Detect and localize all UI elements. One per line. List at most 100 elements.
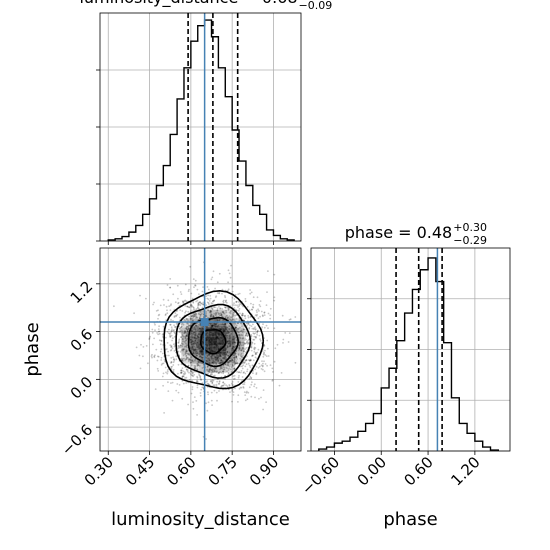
- scatter-point: [241, 365, 244, 368]
- scatter-point: [265, 401, 267, 403]
- scatter-point: [237, 376, 240, 379]
- scatter-point: [177, 330, 180, 333]
- scatter-point: [216, 307, 219, 310]
- scatter-point: [175, 314, 178, 317]
- scatter-point: [253, 327, 255, 330]
- scatter-point: [276, 343, 279, 346]
- scatter-point: [218, 362, 221, 365]
- scatter-point: [231, 388, 234, 391]
- scatter-point: [241, 314, 244, 317]
- scatter-point: [242, 344, 245, 346]
- scatter-point: [215, 295, 218, 297]
- scatter-point: [185, 310, 187, 313]
- scatter-point: [173, 316, 176, 318]
- scatter-point: [179, 309, 182, 311]
- scatter-point: [232, 391, 235, 393]
- scatter-point: [214, 374, 216, 377]
- scatter-point: [227, 361, 230, 363]
- scatter-point: [213, 313, 216, 315]
- scatter-point: [206, 368, 209, 371]
- scatter-point: [231, 400, 233, 403]
- scatter-point: [222, 381, 225, 384]
- scatter-point: [242, 350, 245, 353]
- scatter-point: [139, 367, 142, 370]
- scatter-point: [263, 311, 266, 314]
- scatter-point: [233, 374, 236, 377]
- scatter-point: [196, 363, 199, 366]
- scatter-point: [193, 365, 196, 367]
- scatter-point: [193, 286, 195, 289]
- scatter-point: [282, 338, 285, 341]
- scatter-point: [256, 351, 259, 354]
- truth-marker: [200, 318, 209, 327]
- scatter-point: [189, 361, 192, 364]
- scatter-point: [171, 337, 174, 339]
- scatter-point: [238, 305, 241, 307]
- scatter-point: [181, 359, 184, 362]
- scatter-point: [219, 362, 222, 364]
- scatter-point: [246, 341, 249, 344]
- scatter-point: [232, 346, 234, 349]
- density-cell: [181, 327, 191, 337]
- scatter-point: [205, 314, 207, 317]
- scatter-point: [184, 331, 187, 333]
- scatter-point: [228, 311, 231, 314]
- scatter-point: [154, 323, 156, 326]
- scatter-point: [167, 332, 170, 334]
- scatter-point: [177, 302, 179, 305]
- scatter-point: [184, 372, 187, 375]
- x-axis-label-phase: phase: [383, 509, 437, 530]
- scatter-point: [235, 360, 238, 362]
- scatter-point: [216, 281, 219, 284]
- scatter-point: [224, 322, 227, 325]
- scatter-point: [218, 382, 221, 385]
- scatter-point: [181, 367, 184, 370]
- scatter-point: [177, 347, 180, 349]
- scatter-point: [211, 307, 214, 310]
- scatter-point: [191, 330, 194, 332]
- scatter-point: [190, 304, 193, 306]
- scatter-point: [231, 384, 234, 387]
- scatter-point: [181, 333, 184, 336]
- scatter-point: [243, 328, 246, 331]
- scatter-point: [184, 337, 187, 339]
- density-cell: [208, 336, 218, 346]
- scatter-point: [209, 367, 212, 370]
- scatter-point: [190, 315, 192, 317]
- scatter-point: [213, 370, 216, 373]
- scatter-point: [172, 293, 175, 296]
- scatter-point: [195, 334, 197, 337]
- scatter-point: [177, 301, 180, 304]
- scatter-point: [235, 355, 238, 358]
- scatter-point: [227, 307, 230, 310]
- scatter-point: [237, 309, 240, 312]
- scatter-point: [214, 314, 217, 317]
- scatter-point: [263, 314, 266, 316]
- scatter-point: [196, 375, 199, 378]
- scatter-point: [179, 346, 182, 349]
- scatter-point: [240, 330, 242, 333]
- scatter-point: [231, 382, 233, 385]
- scatter-point: [217, 357, 219, 360]
- scatter-point: [226, 331, 229, 334]
- scatter-point: [180, 325, 183, 328]
- scatter-point: [244, 331, 247, 334]
- scatter-point: [227, 354, 229, 357]
- scatter-point: [265, 355, 268, 357]
- scatter-point: [235, 355, 238, 357]
- scatter-point: [193, 348, 196, 351]
- scatter-point: [194, 351, 197, 353]
- scatter-point: [183, 345, 186, 348]
- scatter-point: [262, 362, 264, 365]
- scatter-point: [229, 312, 232, 315]
- scatter-point: [255, 373, 258, 376]
- scatter-point: [199, 317, 201, 319]
- scatter-point: [230, 366, 233, 368]
- scatter-point: [185, 331, 188, 334]
- scatter-point: [157, 314, 160, 317]
- scatter-point: [231, 296, 234, 299]
- scatter-point: [151, 356, 153, 359]
- scatter-point: [191, 348, 194, 350]
- scatter-point: [226, 367, 229, 370]
- scatter-point: [208, 369, 211, 372]
